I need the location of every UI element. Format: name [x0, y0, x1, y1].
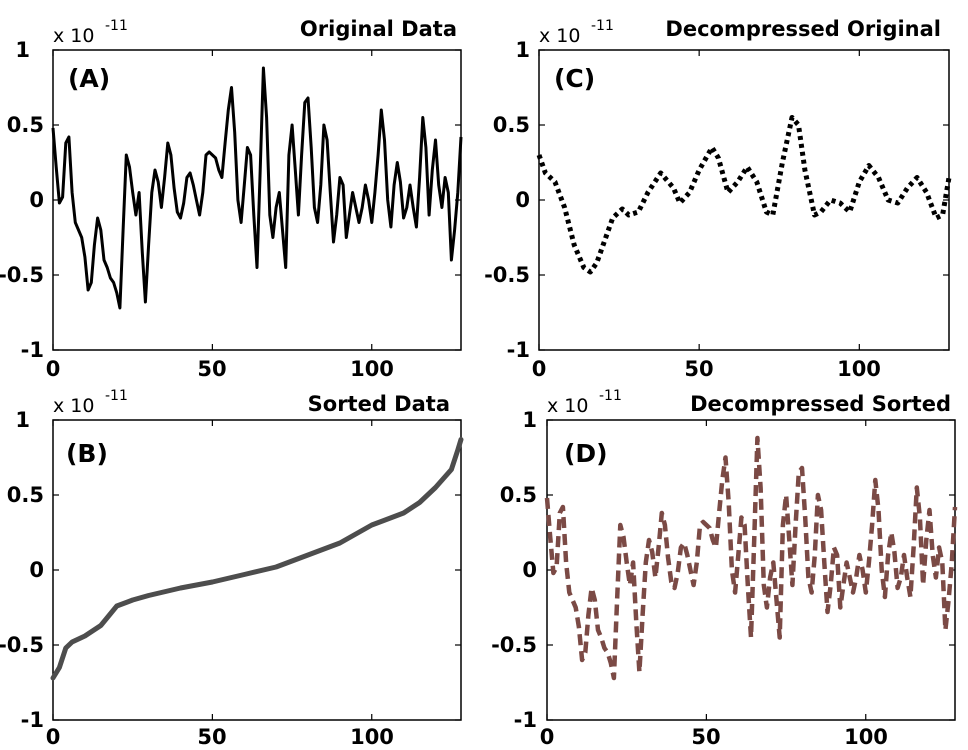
panel-a-ytick-label-0.5: 0.5 [7, 113, 44, 137]
panel-b-ytick-label-0: 0 [29, 558, 44, 582]
panel-d-xtick-label-0: 0 [540, 725, 555, 749]
panel-d-ytick-label-neg0.5: -0.5 [491, 633, 537, 657]
panel-d-exponent-base: x 10 [547, 395, 588, 417]
panel-c-xtick-label-50: 50 [684, 357, 713, 381]
panel-a-ytick-label-1: 1 [15, 38, 30, 62]
panel-d-ytick-label-0.5: 0.5 [500, 483, 537, 507]
panel-b-series-line [50, 437, 464, 681]
panel-d-xtick-label-100: 100 [844, 725, 888, 749]
panel-a-exponent: -11 [105, 18, 128, 34]
panel-a-exponent-base: x 10 [53, 25, 94, 47]
panel-a-ytick-label-neg1: -1 [21, 338, 44, 362]
panel-d-ytick-label-neg1: -1 [514, 708, 537, 732]
panel-d: Decompressed Sorted x 10 -11 (D) 1 0.5 0… [491, 388, 958, 749]
panel-d-xtick-label-50: 50 [691, 725, 720, 749]
panel-b-ytick-label-neg0.5: -0.5 [0, 633, 44, 657]
panel-c-exponent: -11 [591, 18, 614, 34]
panel-d-title: Decompressed Sorted [690, 392, 951, 416]
panel-c-ytick-label-0: 0 [515, 188, 530, 212]
panel-c-ytick-label-neg1: -1 [507, 338, 530, 362]
panel-c-ytick-label-neg0.5: -0.5 [484, 263, 530, 287]
panel-c-letter: (C) [554, 64, 595, 93]
panel-b-letter: (B) [66, 439, 108, 468]
panel-d-letter: (D) [564, 439, 608, 468]
panel-b-ytick-label-1: 1 [15, 408, 30, 432]
panel-c-series-line [536, 115, 952, 275]
panel-d-exponent: -11 [599, 388, 622, 404]
panel-b-exponent: -11 [105, 388, 128, 404]
panel-c-ytick-label-0.5: 0.5 [493, 113, 530, 137]
panel-b-xtick-label-50: 50 [197, 725, 226, 749]
panel-a-ytick-label-0: 0 [29, 188, 44, 212]
panel-d-ytick-label-1: 1 [522, 408, 537, 432]
panel-c-ytick-label-1: 1 [515, 38, 530, 62]
panel-c: Decompressed Original x 10 -11 (C) 1 0.5… [484, 17, 952, 381]
panel-a: Original Data x 10 -11 (A) 1 0.5 0 -0.5 … [0, 17, 463, 381]
panel-a-ticks [52, 49, 461, 351]
panel-a-xtick-label-100: 100 [350, 357, 394, 381]
panel-b-exponent-base: x 10 [53, 395, 94, 417]
panel-c-exponent-base: x 10 [539, 25, 580, 47]
panel-b-xtick-label-0: 0 [46, 725, 61, 749]
panel-b-ytick-label-0.5: 0.5 [7, 483, 44, 507]
panel-c-ticks [538, 49, 949, 351]
panel-a-xtick-label-0: 0 [46, 357, 61, 381]
panel-a-xtick-label-50: 50 [197, 357, 226, 381]
panel-c-xtick-label-0: 0 [532, 357, 547, 381]
panel-b-xtick-label-100: 100 [350, 725, 394, 749]
panel-a-ytick-label-neg0.5: -0.5 [0, 263, 44, 287]
panel-d-ytick-label-0: 0 [522, 558, 537, 582]
panel-a-series-line [51, 66, 463, 310]
panel-c-xtick-label-100: 100 [837, 357, 881, 381]
panel-a-title: Original Data [300, 17, 457, 41]
panel-d-ticks [546, 419, 955, 721]
panel-b-title: Sorted Data [308, 392, 450, 416]
panel-b-ticks [52, 419, 461, 721]
panel-b: Sorted Data x 10 -11 (B) 1 0.5 0 -0.5 -1… [0, 388, 464, 749]
panel-a-letter: (A) [68, 64, 110, 93]
panel-c-title: Decompressed Original [665, 17, 941, 41]
panel-b-ytick-label-neg1: -1 [21, 708, 44, 732]
